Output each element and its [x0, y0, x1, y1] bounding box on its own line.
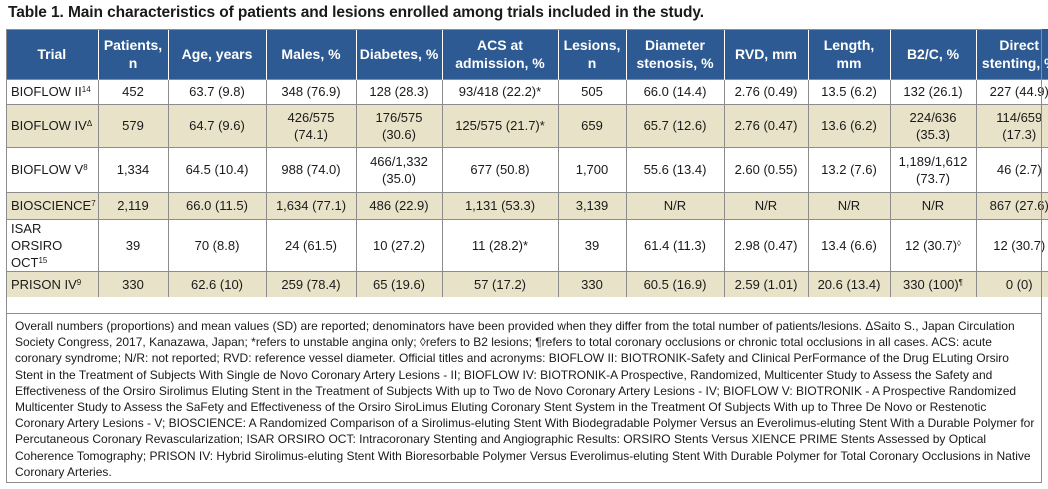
col-header-trial: Trial: [6, 29, 99, 79]
cell-rvd: 2.60 (0.55): [724, 146, 809, 192]
col-header-rvd: RVD, mm: [724, 29, 809, 79]
cell-stenosis: N/R: [626, 191, 725, 219]
cell-rvd: 2.98 (0.47): [724, 218, 809, 271]
table-row: BIOSCIENCE7 2,119 66.0 (11.5) 1,634 (77.…: [6, 191, 1048, 219]
cell-direct-stenting: 12 (30.7): [976, 218, 1048, 271]
cell-patients: 452: [98, 78, 169, 104]
col-header-patients: Patients, n: [98, 29, 169, 79]
cell-rvd: 2.76 (0.47): [724, 103, 809, 147]
cell-direct-stenting: 867 (27.6): [976, 191, 1048, 219]
cell-b2c: 132 (26.1): [890, 78, 977, 104]
cell-acs: 125/575 (21.7)*: [442, 103, 559, 147]
cell-direct-stenting: 46 (2.7): [976, 146, 1048, 192]
cell-age: 64.5 (10.4): [168, 146, 267, 192]
cell-b2c: N/R: [890, 191, 977, 219]
cell-stenosis: 55.6 (13.4): [626, 146, 725, 192]
col-header-age: Age, years: [168, 29, 267, 79]
cell-lesions: 505: [558, 78, 627, 104]
cell-length: 13.5 (6.2): [808, 78, 891, 104]
header-row: Trial Patients, n Age, years Males, % Di…: [6, 29, 1048, 79]
cell-age: 63.7 (9.8): [168, 78, 267, 104]
col-header-lesions: Lesions, n: [558, 29, 627, 79]
cell-length: 13.2 (7.6): [808, 146, 891, 192]
cell-trial: BIOFLOW V8: [6, 146, 99, 192]
characteristics-table: Trial Patients, n Age, years Males, % Di…: [6, 29, 1048, 297]
cell-males: 24 (61.5): [266, 218, 357, 271]
cell-acs: 1,131 (53.3): [442, 191, 559, 219]
cell-diabetes: 176/575 (30.6): [356, 103, 443, 147]
cell-length: N/R: [808, 191, 891, 219]
cell-lesions: 39: [558, 218, 627, 271]
cell-age: 64.7 (9.6): [168, 103, 267, 147]
cell-diabetes: 466/1,332 (35.0): [356, 146, 443, 192]
cell-stenosis: 61.4 (11.3): [626, 218, 725, 271]
cell-b2c: 224/636 (35.3): [890, 103, 977, 147]
table-row: BIOFLOW V8 1,334 64.5 (10.4) 988 (74.0) …: [6, 146, 1048, 192]
col-header-diabetes: Diabetes, %: [356, 29, 443, 79]
cell-rvd: 2.76 (0.49): [724, 78, 809, 104]
cell-males: 988 (74.0): [266, 146, 357, 192]
table-container: Trial Patients, n Age, years Males, % Di…: [6, 29, 1048, 297]
cell-stenosis: 60.5 (16.9): [626, 270, 725, 297]
cell-diabetes: 486 (22.9): [356, 191, 443, 219]
cell-patients: 39: [98, 218, 169, 271]
cell-lesions: 330: [558, 270, 627, 297]
table-title: Table 1. Main characteristics of patient…: [8, 4, 704, 21]
cell-length: 13.4 (6.6): [808, 218, 891, 271]
cell-stenosis: 65.7 (12.6): [626, 103, 725, 147]
col-header-direct-stenting: Direct stenting, %: [976, 29, 1048, 79]
cell-rvd: N/R: [724, 191, 809, 219]
table-row: PRISON IV9 330 62.6 (10) 259 (78.4) 65 (…: [6, 270, 1048, 297]
cell-males: 348 (76.9): [266, 78, 357, 104]
cell-trial: BIOFLOW IVΔ: [6, 103, 99, 147]
cell-stenosis: 66.0 (14.4): [626, 78, 725, 104]
cell-acs: 677 (50.8): [442, 146, 559, 192]
cell-males: 1,634 (77.1): [266, 191, 357, 219]
cell-lesions: 659: [558, 103, 627, 147]
cell-patients: 1,334: [98, 146, 169, 192]
cell-acs: 93/418 (22.2)*: [442, 78, 559, 104]
cell-b2c: 1,189/1,612 (73.7): [890, 146, 977, 192]
cell-age: 70 (8.8): [168, 218, 267, 271]
cell-lesions: 3,139: [558, 191, 627, 219]
cell-age: 62.6 (10): [168, 270, 267, 297]
cell-acs: 11 (28.2)*: [442, 218, 559, 271]
cell-trial: PRISON IV9: [6, 270, 99, 297]
cell-males: 426/575 (74.1): [266, 103, 357, 147]
cell-b2c: 330 (100)¶: [890, 270, 977, 297]
cell-acs: 57 (17.2): [442, 270, 559, 297]
cell-patients: 579: [98, 103, 169, 147]
col-header-b2c: B2/C, %: [890, 29, 977, 79]
cell-length: 20.6 (13.4): [808, 270, 891, 297]
cell-lesions: 1,700: [558, 146, 627, 192]
cell-direct-stenting: 114/659 (17.3): [976, 103, 1048, 147]
cell-trial: BIOSCIENCE7: [6, 191, 99, 219]
cell-rvd: 2.59 (1.01): [724, 270, 809, 297]
cell-direct-stenting: 0 (0): [976, 270, 1048, 297]
cell-diabetes: 10 (27.2): [356, 218, 443, 271]
cell-length: 13.6 (6.2): [808, 103, 891, 147]
cell-b2c: 12 (30.7)◊: [890, 218, 977, 271]
cell-diabetes: 65 (19.6): [356, 270, 443, 297]
table-footnotes: Overall numbers (proportions) and mean v…: [6, 313, 1042, 483]
cell-age: 66.0 (11.5): [168, 191, 267, 219]
cell-trial: ISAR ORSIRO OCT15: [6, 218, 99, 271]
cell-patients: 2,119: [98, 191, 169, 219]
col-header-acs: ACS at admission, %: [442, 29, 559, 79]
cell-direct-stenting: 227 (44.9): [976, 78, 1048, 104]
table-row: BIOFLOW IVΔ 579 64.7 (9.6) 426/575 (74.1…: [6, 103, 1048, 147]
cell-males: 259 (78.4): [266, 270, 357, 297]
table-row: ISAR ORSIRO OCT15 39 70 (8.8) 24 (61.5) …: [6, 218, 1048, 271]
col-header-length: Length, mm: [808, 29, 891, 79]
cell-patients: 330: [98, 270, 169, 297]
table-row: BIOFLOW II14 452 63.7 (9.8) 348 (76.9) 1…: [6, 78, 1048, 104]
col-header-stenosis: Diameter stenosis, %: [626, 29, 725, 79]
cell-trial: BIOFLOW II14: [6, 78, 99, 104]
col-header-males: Males, %: [266, 29, 357, 79]
cell-diabetes: 128 (28.3): [356, 78, 443, 104]
